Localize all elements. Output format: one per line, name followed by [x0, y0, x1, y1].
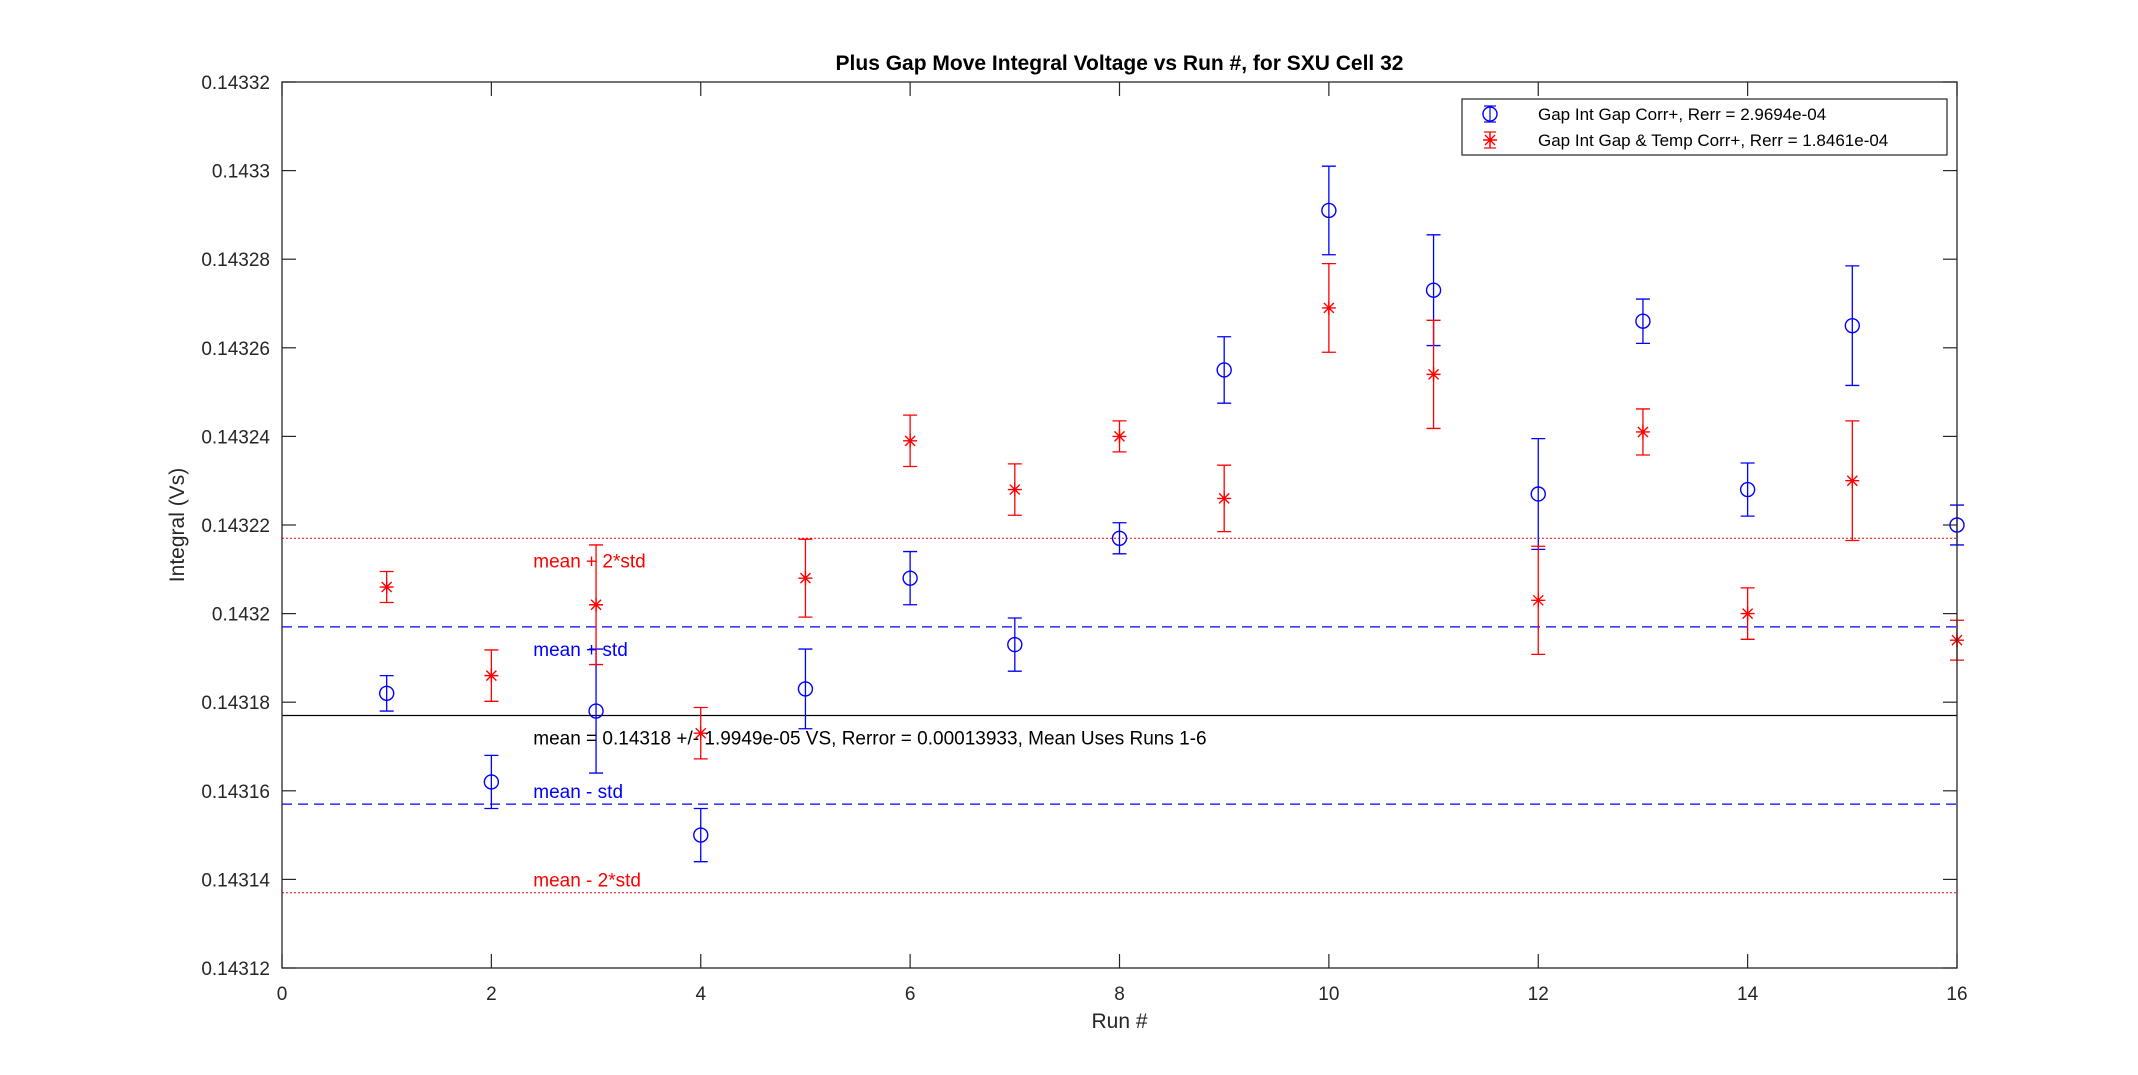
data-point: [589, 597, 604, 612]
data-point: [484, 668, 499, 683]
data-point: [1321, 300, 1336, 315]
y-tick-label: 0.14322: [201, 516, 270, 537]
x-axis: 0 2 4 6 8 10 12 14 16: [277, 82, 1968, 1005]
y-tick-label: 0.1433: [212, 162, 270, 183]
error-bar: [1007, 617, 1022, 672]
x-tick-label: 16: [1946, 984, 1967, 1005]
data-point: [1635, 313, 1651, 329]
annotation-label: mean + std: [533, 640, 628, 661]
error-bar: [1740, 462, 1755, 517]
x-tick-label: 8: [1114, 984, 1125, 1005]
data-point: [588, 703, 604, 719]
annotation-layer: mean + 2*std mean + std mean = 0.14318 +/-…: [533, 551, 1206, 891]
y-tick-label: 0.14324: [201, 427, 270, 448]
data-point: [379, 580, 394, 595]
data-point: [1111, 530, 1128, 546]
error-bar: [798, 648, 813, 730]
data-point: [797, 681, 814, 697]
legend-marker: [1482, 106, 1498, 122]
y-axis: 0.14312 0.14314 0.14316 0.14318 0.1432 0.1432…: [201, 73, 1957, 980]
error-bar: [1112, 522, 1127, 555]
data-point: [1425, 282, 1442, 298]
data-point: [1007, 636, 1023, 653]
data-point: [483, 774, 500, 790]
series-1: [378, 165, 1965, 863]
x-tick-label: 6: [905, 984, 916, 1005]
legend-entry-label: Gap Int Gap Corr+, Rerr = 2.9694e-04: [1538, 105, 1826, 124]
error-bar: [693, 807, 708, 863]
error-bar: [484, 754, 499, 810]
x-tick-label: 12: [1528, 984, 1549, 1005]
x-tick-label: 0: [277, 984, 288, 1005]
annotation-label: mean - std: [533, 782, 623, 803]
data-point: [798, 571, 813, 586]
y-tick-label: 0.14326: [201, 339, 270, 360]
data-point: [1844, 317, 1861, 334]
data-point: [1216, 362, 1232, 378]
x-axis-label: Run #: [1091, 1010, 1147, 1033]
error-bar: [1217, 336, 1232, 404]
chart-title: Plus Gap Move Integral Voltage vs Run #,…: [836, 52, 1404, 75]
annotation-label: mean + 2*std: [533, 551, 646, 572]
error-bar: [1321, 165, 1336, 256]
error-bar: [1845, 265, 1860, 387]
legend: Gap Int Gap Corr+, Rerr = 2.9694e-04 Gap …: [1461, 98, 1948, 156]
series-2: [379, 262, 1964, 760]
data-point: [693, 827, 709, 843]
y-tick-label: 0.14312: [201, 959, 270, 980]
y-axis-label: Integral (Vs): [166, 468, 189, 582]
error-bar: [379, 674, 394, 712]
y-tick-label: 0.14332: [201, 73, 270, 94]
data-point: [1426, 367, 1441, 382]
y-tick-label: 0.14316: [201, 782, 270, 803]
data-point: [1112, 429, 1127, 444]
legend-entry-label: Gap Int Gap & Temp Corr+, Rerr = 1.8461e…: [1538, 131, 1888, 150]
data-point: [902, 570, 918, 586]
data-point: [1635, 424, 1650, 439]
series-layer: [378, 165, 1965, 863]
annotation-label: mean - 2*std: [533, 870, 641, 891]
x-tick-label: 4: [695, 984, 706, 1005]
data-point: [1530, 486, 1546, 502]
x-tick-label: 10: [1318, 984, 1339, 1005]
error-bar: [1635, 298, 1650, 345]
data-point: [1845, 473, 1860, 488]
data-point: [1739, 481, 1756, 498]
data-point: [903, 433, 918, 448]
legend-marker: [1483, 133, 1497, 147]
x-tick-label: 2: [486, 984, 497, 1005]
data-point: [1531, 593, 1546, 608]
annotation-label: mean = 0.14318 +/- 1.9949e-05 VS, Rerror…: [533, 729, 1206, 750]
data-point: [378, 685, 395, 702]
legend-box: [1461, 98, 1948, 156]
y-tick-label: 0.14314: [201, 870, 270, 891]
y-tick-label: 0.14318: [201, 693, 270, 714]
data-point: [1007, 482, 1022, 497]
y-tick-label: 0.1432: [212, 605, 270, 626]
x-tick-label: 14: [1737, 984, 1759, 1005]
data-point: [1217, 491, 1232, 506]
data-point: [1321, 202, 1337, 219]
data-point: [1740, 606, 1755, 621]
y-tick-label: 0.14328: [201, 250, 270, 271]
data-point: [693, 726, 708, 741]
error-bar: [903, 550, 918, 606]
